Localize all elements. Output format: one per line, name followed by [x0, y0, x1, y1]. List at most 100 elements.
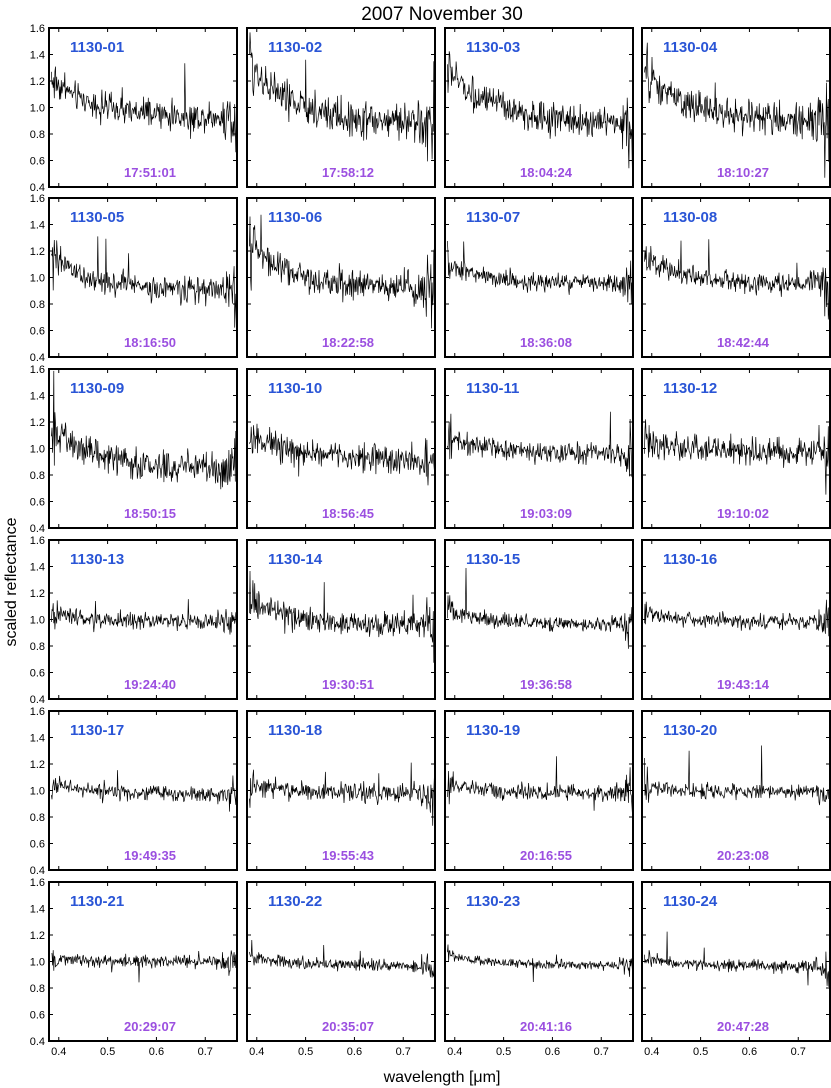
spectrum-panel: 1130-12 19:10:02: [641, 368, 831, 529]
panel-time-label: 19:24:40: [124, 677, 176, 692]
panel-id-label: 1130-20: [663, 722, 717, 739]
panel-time-label: 19:03:09: [520, 506, 572, 521]
x-tick-label: 0.4: [249, 1046, 264, 1058]
panel-grid: 0.4 0.6 0.8 1.0 1.2 1.4 1.6 1130-01 17:51:01 1130…: [30, 23, 831, 1058]
panel-time-label: 18:50:15: [124, 506, 176, 521]
y-tick-label: 0.6: [30, 668, 45, 680]
panel-time-label: 20:23:08: [717, 848, 769, 863]
spectrum-panel: 1130-16 19:43:14: [641, 539, 831, 700]
spectrum-line: [447, 756, 633, 814]
spectrum-line: [447, 944, 633, 983]
y-tick-label: 1.4: [30, 904, 45, 916]
y-tick-label: 1.0: [30, 786, 45, 798]
spectrum-panel: 1130-11 19:03:09: [444, 368, 634, 529]
x-tick-label: 0.6: [149, 1046, 164, 1058]
y-tick-label: 0.8: [30, 470, 45, 482]
panel-time-label: 18:16:50: [124, 335, 176, 350]
y-tick-label: 1.4: [30, 220, 45, 232]
x-tick-label: 0.5: [693, 1046, 708, 1058]
spectrum-panel: 1130-14 19:30:51: [246, 539, 436, 700]
y-tick-label: 1.0: [30, 615, 45, 627]
panel-id-label: 1130-14: [268, 551, 323, 568]
x-tick-label: 0.6: [545, 1046, 560, 1058]
x-axis-label: wavelength [μm]: [383, 1069, 501, 1086]
y-axis-label: scaled reflectance: [3, 517, 20, 646]
y-tick-label: 1.4: [30, 391, 45, 403]
panel-id-label: 1130-11: [466, 380, 519, 397]
x-tick-label: 0.5: [100, 1046, 115, 1058]
y-tick-label: 1.6: [30, 23, 45, 35]
y-tick-label: 0.8: [30, 299, 45, 311]
spectrum-line: [51, 950, 237, 983]
spectrum-line: [644, 239, 830, 320]
spectrum-panel: 0.4 0.6 0.8 1.0 1.2 1.4 1.6 1130-17 19:49:35: [30, 706, 238, 877]
spectrum-panel: 1130-19 20:16:55: [444, 710, 634, 871]
spectrum-panel: 0.4 0.6 0.8 1.0 1.2 1.4 1.6 0.4 0.5 0.6 0.7 1130-21…: [30, 877, 238, 1058]
panel-time-label: 19:36:58: [520, 677, 572, 692]
spectrum-line: [51, 599, 237, 635]
panel-id-label: 1130-12: [663, 380, 717, 397]
panel-time-label: 20:16:55: [520, 848, 572, 863]
panel-id-label: 1130-04: [663, 39, 718, 56]
x-tick-label: 0.4: [51, 1046, 66, 1058]
panel-time-label: 18:56:45: [322, 506, 374, 521]
spectrum-line: [249, 762, 435, 826]
spectrum-panel: 1130-07 18:36:08: [444, 197, 634, 358]
spectrum-line: [249, 214, 435, 329]
spectrum-panel: 0.4 0.6 0.8 1.0 1.2 1.4 1.6 1130-05 18:16:50: [30, 193, 238, 364]
panel-time-label: 18:04:24: [520, 165, 573, 180]
panel-id-label: 1130-13: [70, 551, 124, 568]
y-tick-label: 0.6: [30, 326, 45, 338]
spectrum-line: [249, 939, 435, 978]
y-tick-label: 0.6: [30, 839, 45, 851]
spectrum-line: [51, 370, 237, 490]
y-tick-label: 0.8: [30, 983, 45, 995]
panel-id-label: 1130-06: [268, 209, 322, 226]
x-tick-label: 0.7: [396, 1046, 411, 1058]
spectrum-line: [249, 423, 435, 486]
y-tick-label: 1.0: [30, 957, 45, 969]
panel-time-label: 18:22:58: [322, 335, 374, 350]
panel-id-label: 1130-10: [268, 380, 322, 397]
panel-time-label: 20:41:16: [520, 1019, 572, 1034]
y-tick-label: 1.4: [30, 733, 45, 745]
x-tick-label: 0.7: [791, 1046, 806, 1058]
spectrum-line: [447, 567, 633, 649]
spectrum-panel: 1130-08 18:42:44: [641, 197, 831, 358]
panel-id-label: 1130-05: [70, 209, 124, 226]
x-tick-label: 0.5: [496, 1046, 511, 1058]
panel-id-label: 1130-08: [663, 209, 717, 226]
panel-time-label: 20:35:07: [322, 1019, 374, 1034]
spectrum-line: [644, 42, 830, 178]
panel-time-label: 19:30:51: [322, 677, 374, 692]
panel-time-label: 17:51:01: [124, 165, 176, 180]
x-tick-label: 0.7: [594, 1046, 609, 1058]
spectrum-line: [644, 931, 830, 987]
panel-time-label: 18:10:27: [717, 165, 769, 180]
spectrum-panel: 0.4 0.5 0.6 0.7 1130-24 20:47:28: [641, 881, 831, 1058]
y-tick-label: 1.0: [30, 103, 45, 115]
y-tick-label: 1.2: [30, 417, 45, 429]
spectrum-panel: 0.4 0.6 0.8 1.0 1.2 1.4 1.6 1130-13 19:24:40: [30, 535, 238, 706]
spectrum-panel: 1130-15 19:36:58: [444, 539, 634, 700]
y-tick-label: 1.2: [30, 588, 45, 600]
panel-id-label: 1130-07: [466, 209, 520, 226]
y-tick-label: 0.4: [30, 1036, 45, 1048]
spectrum-line: [447, 411, 633, 479]
spectrum-line: [249, 32, 435, 162]
panel-time-label: 19:10:02: [717, 506, 769, 521]
spectrum-panel: 0.4 0.5 0.6 0.7 1130-23 20:41:16: [444, 881, 634, 1058]
panel-id-label: 1130-15: [466, 551, 520, 568]
y-tick-label: 1.2: [30, 759, 45, 771]
y-tick-label: 1.2: [30, 76, 45, 88]
panel-time-label: 19:43:14: [717, 677, 770, 692]
spectrum-panel: 1130-20 20:23:08: [641, 710, 831, 871]
x-tick-label: 0.4: [644, 1046, 659, 1058]
spectrum-panel: 1130-10 18:56:45: [246, 368, 436, 529]
y-tick-label: 0.4: [30, 523, 45, 535]
x-tick-label: 0.6: [742, 1046, 757, 1058]
y-tick-label: 0.6: [30, 156, 45, 168]
spectrum-line: [447, 240, 633, 305]
panel-time-label: 18:36:08: [520, 335, 572, 350]
